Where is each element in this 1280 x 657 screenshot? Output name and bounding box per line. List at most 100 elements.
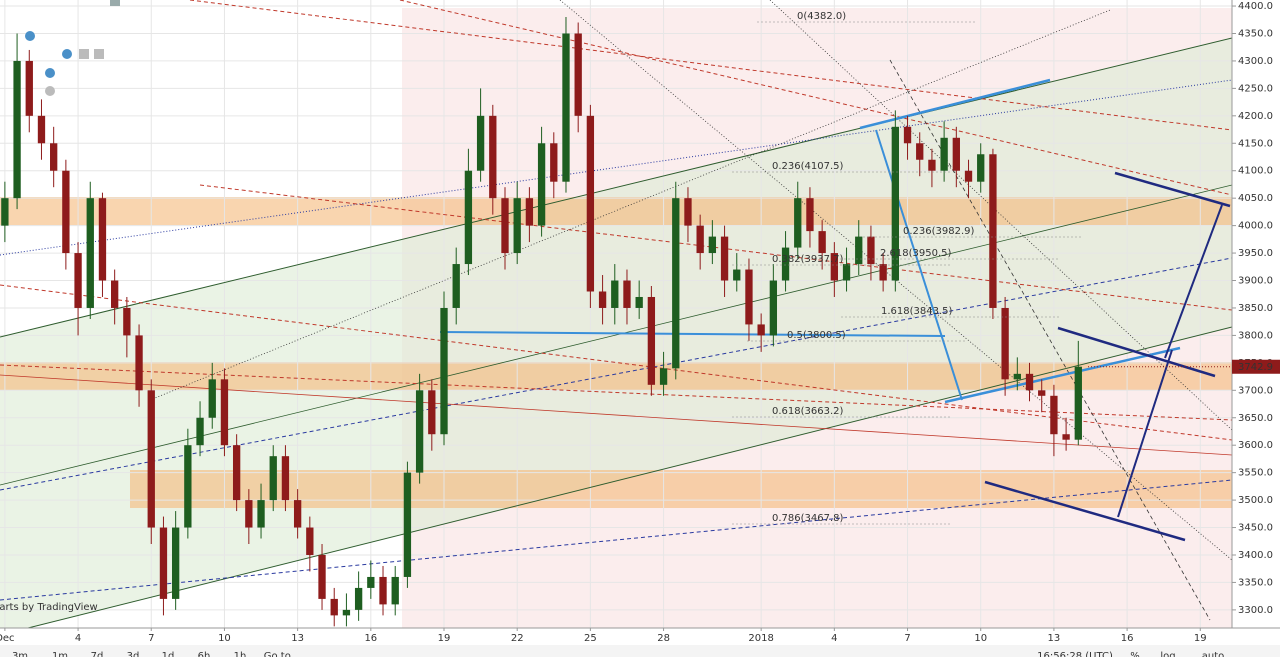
toolbar-button[interactable]: 1h — [234, 651, 247, 657]
toolbar-button[interactable]: Go to... — [264, 651, 300, 657]
candle-body — [232, 445, 241, 501]
candle-body — [818, 231, 826, 254]
x-tick-label: 19 — [438, 633, 451, 644]
candle-body — [464, 170, 473, 265]
annotations: 0(4382.0) 0.236(4107.5) 0.382(3937.7) 0.5(3… — [0, 11, 1083, 613]
candle-body — [196, 417, 204, 446]
candle-body — [208, 379, 216, 418]
candle-body — [928, 159, 936, 171]
candle-body — [794, 198, 802, 248]
candle-body — [611, 280, 619, 308]
trend-line — [0, 374, 1232, 456]
candle-body — [86, 198, 94, 308]
y-tick-label: 4050.0 — [1238, 193, 1273, 204]
candle-body — [452, 264, 460, 308]
fib-label: 0.618(3663.2) — [772, 406, 844, 417]
toolbar-button[interactable]: 3m — [12, 651, 28, 657]
y-tick-label: 3650.0 — [1238, 413, 1273, 424]
candle-body — [330, 598, 338, 616]
candle-body — [903, 126, 912, 144]
trend-line — [0, 184, 1232, 486]
y-tick-label: 4400.0 — [1238, 1, 1273, 12]
toolbar-item[interactable]: % — [1130, 651, 1140, 657]
candle-body — [696, 225, 704, 254]
toolbar-item[interactable]: log — [1160, 651, 1175, 657]
toolbar-button[interactable]: 3d — [127, 651, 140, 657]
x-tick-label: 16 — [364, 633, 377, 644]
trend-line — [0, 37, 1232, 338]
candle-body — [1074, 366, 1082, 440]
toolbar-item: 16:56:28 (UTC) — [1037, 651, 1113, 657]
trend-line — [399, 0, 1232, 196]
candle-body — [574, 33, 582, 116]
icon — [45, 86, 55, 96]
candle-body — [135, 335, 143, 391]
fib-label: 0(4382.0) — [797, 11, 846, 22]
trend-line — [439, 331, 946, 337]
candle-body — [806, 198, 814, 232]
candle-body — [184, 445, 192, 528]
candle-body — [62, 170, 70, 254]
candle-body — [916, 143, 924, 160]
x-tick-label: Dec — [0, 633, 15, 644]
candle-body — [281, 456, 290, 501]
candle-body — [257, 500, 265, 528]
orange-zone — [0, 197, 1232, 225]
fib-label: 0.236(3982.9) — [903, 226, 975, 237]
candle-body — [537, 143, 546, 226]
toolbar-button[interactable]: 1d — [162, 651, 175, 657]
y-tick-label: 3800.0 — [1238, 330, 1273, 341]
candle-body — [269, 456, 277, 501]
x-tick-label: 4 — [831, 633, 837, 644]
candle-body — [489, 115, 497, 199]
y-tick-label: 3350.0 — [1238, 577, 1273, 588]
x-tick-label: 7 — [148, 633, 154, 644]
y-tick-label: 4300.0 — [1238, 56, 1273, 67]
y-tick-label: 3600.0 — [1238, 440, 1273, 451]
candle-body — [940, 137, 948, 171]
toolbar-button[interactable]: 6h — [198, 651, 211, 657]
candle-body — [513, 198, 521, 254]
toolbar-button[interactable]: 1m — [52, 651, 68, 657]
candle-body — [977, 154, 985, 182]
candle-body — [781, 247, 790, 281]
y-tick-label: 3500.0 — [1238, 495, 1273, 506]
candle-body — [708, 236, 717, 254]
fib-label: 0.236(4107.5) — [772, 161, 844, 172]
candle-body — [842, 264, 851, 281]
candle-body — [647, 296, 656, 385]
toolbar-item[interactable]: auto — [1202, 651, 1225, 657]
candle-body — [306, 527, 314, 555]
x-tick-label: 10 — [974, 633, 987, 644]
x-tick-label: 25 — [584, 633, 597, 644]
candle-body — [25, 60, 33, 116]
candle-body — [598, 291, 607, 308]
y-tick-label: 4150.0 — [1238, 138, 1273, 149]
candle-body — [879, 264, 887, 281]
candle-body — [50, 143, 58, 171]
candle-body — [293, 500, 302, 528]
trend-line — [0, 257, 1232, 491]
candle-body — [1, 198, 9, 226]
candle-body — [111, 280, 119, 308]
icon — [79, 49, 89, 59]
arrow — [875, 129, 963, 401]
y-tick-label: 3700.0 — [1238, 385, 1273, 396]
trend-line — [859, 78, 1051, 130]
trend-line — [0, 479, 1232, 601]
candle-body — [318, 554, 326, 599]
candle-body — [37, 115, 46, 144]
icon — [110, 0, 120, 6]
fib-label: 0.786(3467.8) — [772, 513, 844, 524]
toolbar-button[interactable]: 7d — [91, 651, 104, 657]
candle-body — [98, 198, 107, 281]
candle-body — [245, 500, 253, 528]
candle-body — [720, 236, 729, 281]
candle-body — [830, 253, 839, 281]
candle-body — [745, 269, 753, 325]
y-tick-label: 3450.0 — [1238, 523, 1273, 534]
candle-body — [672, 198, 680, 369]
x-tick-label: 22 — [511, 633, 524, 644]
trend-line — [0, 364, 1232, 421]
